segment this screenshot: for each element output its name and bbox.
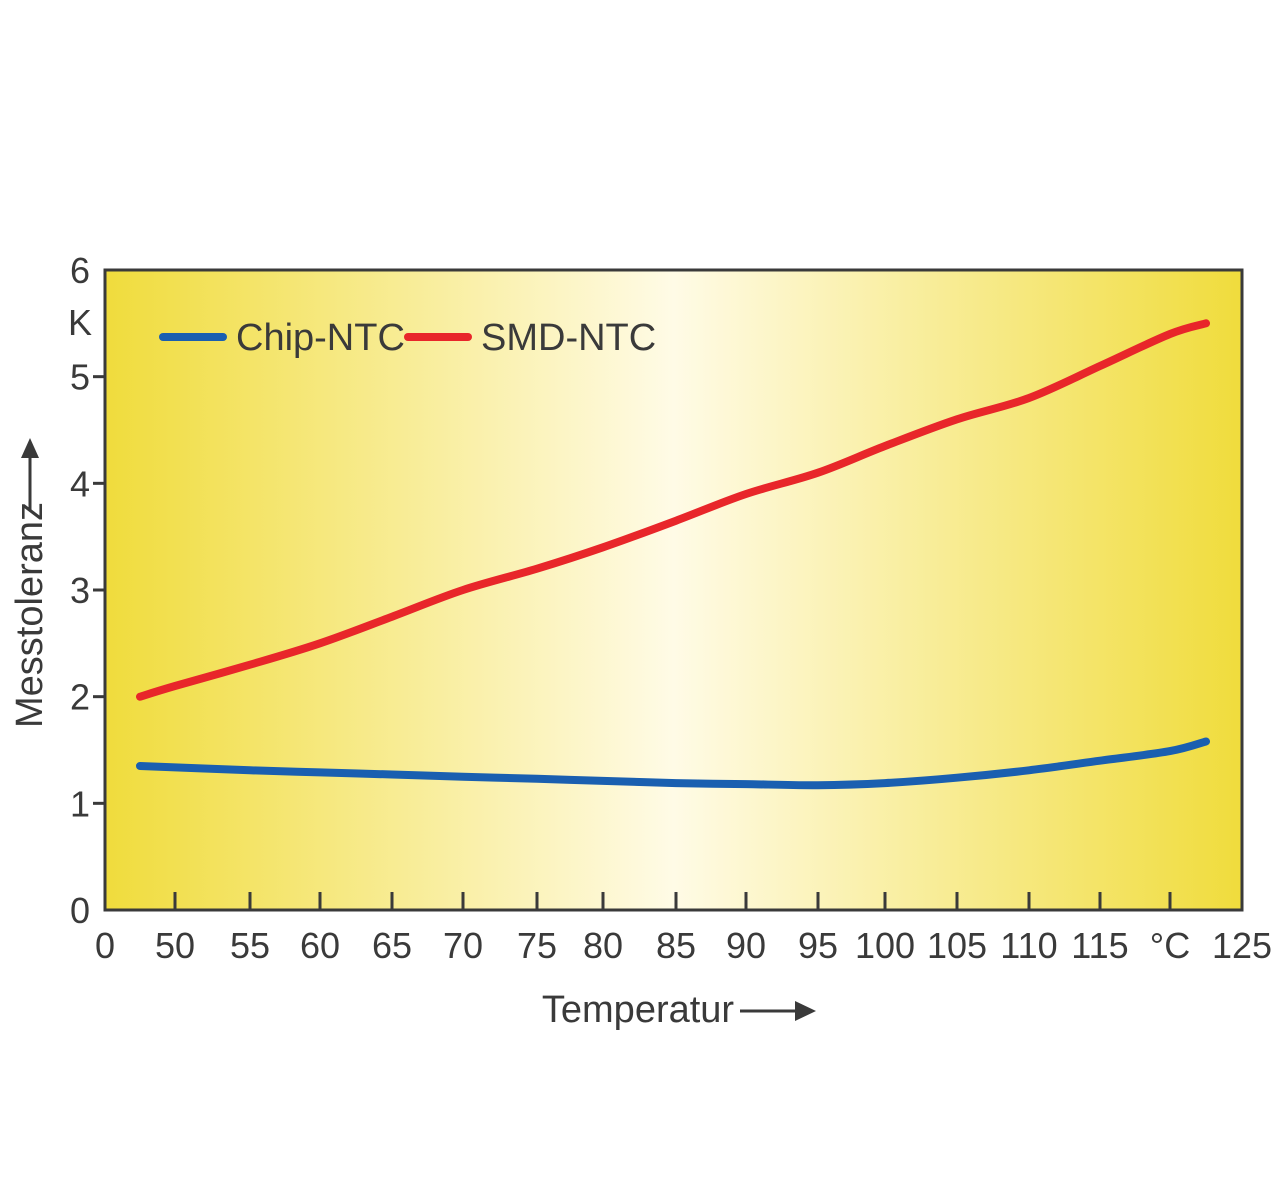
y-axis-ticks: 0 1 2 3 4 5 6 xyxy=(70,250,105,931)
plot-area xyxy=(103,268,1244,912)
y-unit-label: K xyxy=(68,302,92,343)
y-axis-title: Messtoleranz xyxy=(9,502,51,728)
x-tick-label: 100 xyxy=(855,925,915,966)
x-tick-label: 125 xyxy=(1212,925,1272,966)
x-tick-label: 75 xyxy=(517,925,557,966)
legend-label-smd-ntc: SMD-NTC xyxy=(481,317,656,359)
y-tick-label: 5 xyxy=(70,357,90,398)
x-axis-ticks: 0 50 55 60 65 70 75 80 85 90 95 100 105 110 115 °C 125 xyxy=(95,892,1272,966)
legend: Chip-NTC SMD-NTC xyxy=(159,317,656,359)
x-tick-label: 0 xyxy=(95,925,115,966)
x-axis-title-group: Temperatur xyxy=(542,989,816,1031)
y-tick-label: 0 xyxy=(70,890,90,931)
x-tick-label: 65 xyxy=(372,925,412,966)
x-tick-label: °C xyxy=(1150,925,1190,966)
y-tick-label: 3 xyxy=(70,570,90,611)
series-lines xyxy=(136,319,1210,790)
y-tick-label: 6 xyxy=(70,250,90,291)
x-tick-label: 50 xyxy=(155,925,195,966)
x-tick-label: 85 xyxy=(656,925,696,966)
legend-label-chip-ntc: Chip-NTC xyxy=(236,317,405,359)
x-tick-label: 115 xyxy=(1071,925,1128,966)
y-axis-arrowhead-icon xyxy=(21,438,39,458)
x-tick-label: 55 xyxy=(230,925,270,966)
x-tick-label: 60 xyxy=(300,925,340,966)
x-tick-label: 95 xyxy=(798,925,838,966)
y-tick-label: 2 xyxy=(70,677,90,718)
x-tick-label: 80 xyxy=(583,925,623,966)
x-tick-label: 110 xyxy=(1000,925,1057,966)
x-axis-title: Temperatur xyxy=(542,989,735,1031)
y-tick-label: 1 xyxy=(70,783,90,824)
y-tick-label: 4 xyxy=(70,463,90,504)
series-line-smd-ntc xyxy=(136,319,1210,701)
series-line-chip-ntc xyxy=(136,737,1210,790)
y-axis-title-group: Messtoleranz xyxy=(9,438,51,728)
x-axis-arrowhead-icon xyxy=(795,1001,816,1021)
x-tick-label: 105 xyxy=(927,925,987,966)
x-tick-label: 90 xyxy=(726,925,766,966)
x-tick-label: 70 xyxy=(443,925,483,966)
